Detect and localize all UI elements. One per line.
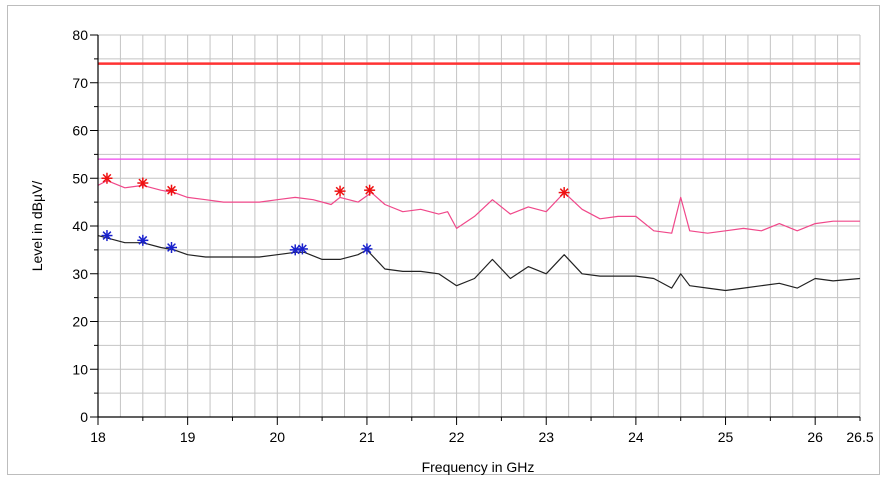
data-point (137, 177, 149, 189)
grid (97, 34, 861, 418)
marker-stroke (102, 173, 112, 183)
marker-stroke (335, 186, 345, 196)
y-tick-label: 60 (72, 123, 88, 139)
data-point (296, 243, 308, 255)
data-point (137, 234, 149, 246)
data-point (101, 172, 113, 184)
series-line (97, 180, 860, 234)
y-tick-label: 80 (72, 27, 88, 43)
marker-stroke (559, 188, 569, 197)
marker-stroke (362, 244, 372, 254)
data-point (558, 187, 570, 199)
marker-stroke (290, 245, 300, 255)
marker-stroke (138, 235, 148, 245)
data-point (334, 185, 346, 197)
y-tick-label: 0 (80, 409, 88, 425)
marker-stroke (365, 185, 375, 195)
data-point (289, 244, 301, 256)
x-tick-label: 25 (718, 429, 734, 445)
y-tick-label: 30 (72, 266, 88, 282)
chart-frame (7, 5, 880, 475)
data-point (166, 184, 178, 196)
y-tick-label: 40 (72, 218, 88, 234)
series-lines (97, 180, 861, 292)
y-tick-label: 50 (72, 170, 88, 186)
x-axis-label: Frequency in GHz (422, 459, 535, 475)
marker-stroke (167, 185, 176, 195)
x-tick-label: 26 (807, 429, 823, 445)
axes: 0 10 20 30 40 50 60 70 80 18 19 20 21 22 23 24 25 26 26.5 (72, 27, 873, 445)
marker-stroke (297, 244, 307, 254)
data-point (166, 241, 178, 253)
data-point (364, 184, 376, 196)
marker-stroke (167, 243, 176, 252)
y-tick-label: 70 (72, 75, 88, 91)
x-tick-label: 23 (538, 429, 554, 445)
marker-stroke (102, 231, 112, 240)
x-tick-label: 18 (90, 429, 106, 445)
data-point (361, 243, 373, 255)
x-tick-label: 21 (359, 429, 375, 445)
series-line (97, 235, 861, 292)
x-tick-label: 22 (449, 429, 465, 445)
data-point (101, 230, 113, 242)
peak-markers (101, 172, 570, 256)
y-tick-label: 20 (72, 314, 88, 330)
x-tick-label: 26.5 (846, 429, 873, 445)
x-tick-label: 24 (628, 429, 644, 445)
limit-lines (98, 62, 860, 160)
x-tick-label: 20 (270, 429, 286, 445)
marker-stroke (138, 178, 148, 188)
y-tick-label: 10 (72, 361, 88, 377)
y-axis-label: Level in dBµV/ (29, 181, 45, 272)
x-tick-label: 19 (180, 429, 196, 445)
